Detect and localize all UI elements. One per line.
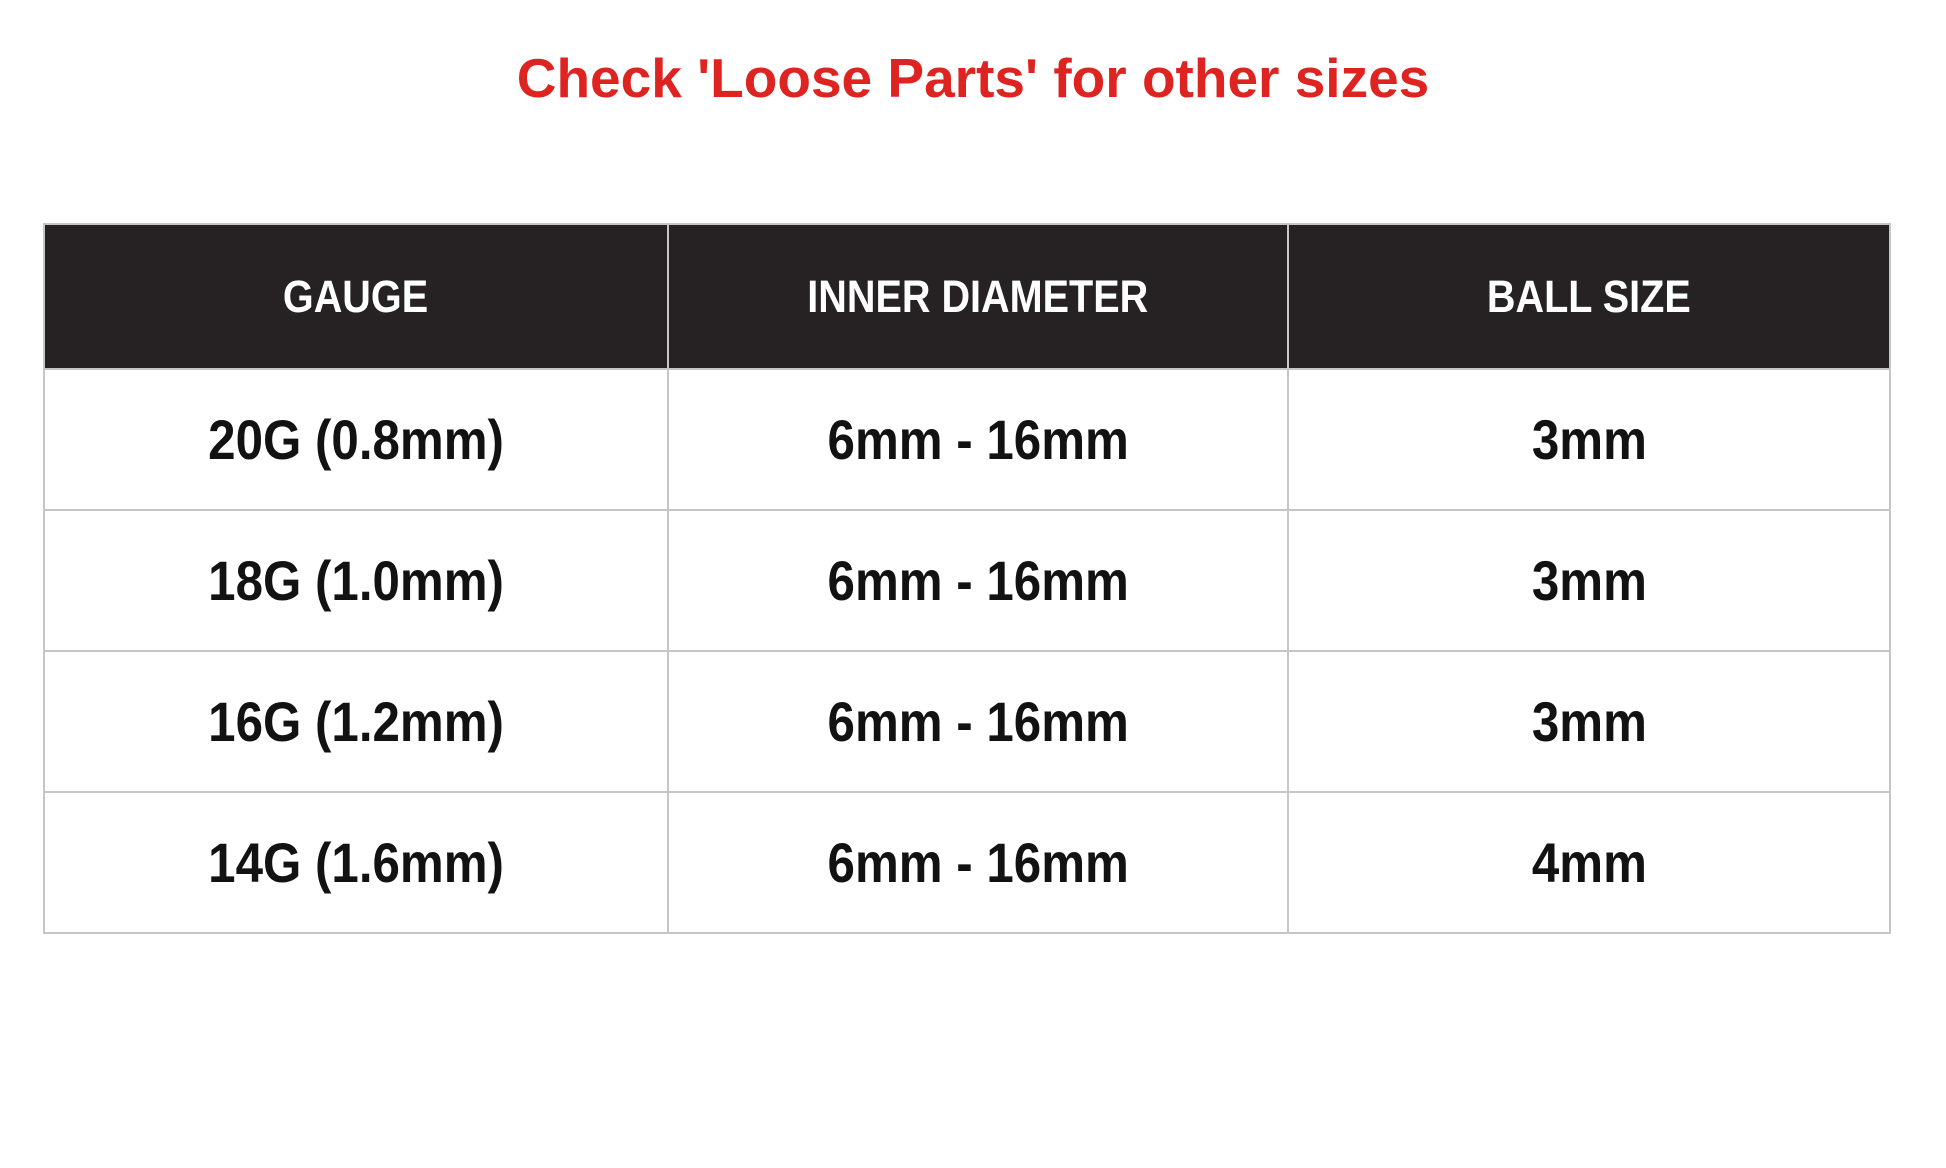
page-title: Check 'Loose Parts' for other sizes — [516, 47, 1430, 109]
cell-gauge: 20G (0.8mm) — [43, 368, 669, 511]
header-label-ball-size: BALL SIZE — [1487, 270, 1691, 322]
cell-value: 20G (0.8mm) — [208, 408, 504, 471]
size-chart-table: GAUGE INNER DIAMETER BALL SIZE 20G (0.8m… — [43, 223, 1891, 934]
cell-value: 3mm — [1531, 690, 1647, 753]
cell-ball-size: 3mm — [1287, 509, 1891, 652]
table-row: 18G (1.0mm) 6mm - 16mm 3mm — [43, 509, 1891, 652]
cell-inner-diameter: 6mm - 16mm — [667, 509, 1289, 652]
cell-value: 18G (1.0mm) — [208, 549, 504, 612]
cell-value: 6mm - 16mm — [827, 408, 1129, 471]
cell-gauge: 14G (1.6mm) — [43, 791, 669, 934]
cell-value: 3mm — [1531, 549, 1647, 612]
table-row: 14G (1.6mm) 6mm - 16mm 4mm — [43, 791, 1891, 934]
cell-inner-diameter: 6mm - 16mm — [667, 650, 1289, 793]
header-label-gauge: GAUGE — [283, 270, 429, 322]
header-cell-inner-diameter: INNER DIAMETER — [667, 223, 1289, 370]
header-label-inner-diameter: INNER DIAMETER — [807, 270, 1149, 322]
cell-gauge: 18G (1.0mm) — [43, 509, 669, 652]
cell-ball-size: 3mm — [1287, 650, 1891, 793]
cell-ball-size: 3mm — [1287, 368, 1891, 511]
table-row: 16G (1.2mm) 6mm - 16mm 3mm — [43, 650, 1891, 793]
table-header-row: GAUGE INNER DIAMETER BALL SIZE — [43, 223, 1891, 370]
cell-value: 3mm — [1531, 408, 1647, 471]
size-chart: GAUGE INNER DIAMETER BALL SIZE 20G (0.8m… — [43, 223, 1891, 934]
table-row: 20G (0.8mm) 6mm - 16mm 3mm — [43, 368, 1891, 511]
header-cell-ball-size: BALL SIZE — [1287, 223, 1891, 370]
cell-ball-size: 4mm — [1287, 791, 1891, 934]
cell-value: 14G (1.6mm) — [208, 831, 504, 894]
cell-inner-diameter: 6mm - 16mm — [667, 791, 1289, 934]
cell-value: 4mm — [1531, 831, 1647, 894]
cell-value: 16G (1.2mm) — [208, 690, 504, 753]
cell-value: 6mm - 16mm — [827, 690, 1129, 753]
cell-inner-diameter: 6mm - 16mm — [667, 368, 1289, 511]
cell-value: 6mm - 16mm — [827, 831, 1129, 894]
cell-gauge: 16G (1.2mm) — [43, 650, 669, 793]
header-cell-gauge: GAUGE — [43, 223, 669, 370]
cell-value: 6mm - 16mm — [827, 549, 1129, 612]
